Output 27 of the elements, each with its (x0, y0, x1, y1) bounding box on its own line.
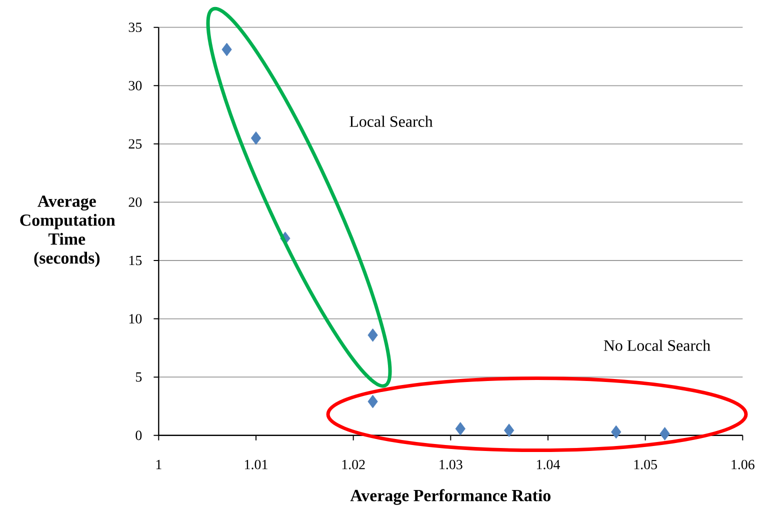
annotation: No Local Search (604, 340, 710, 351)
point (455, 422, 466, 436)
x-tick-label: 1 (156, 460, 162, 469)
y-tick-label: 10 (129, 314, 142, 324)
point (504, 424, 514, 437)
y-tick-label: 20 (128, 197, 142, 207)
y-axis-title: Average Computation Time (seconds) (20, 195, 116, 268)
point (250, 131, 262, 145)
x-tick-label: 1.01 (245, 460, 268, 470)
y-tick-label: 35 (128, 22, 142, 32)
point (368, 328, 378, 342)
x-axis-title: Average Performance Ratio (350, 489, 550, 505)
point (222, 42, 232, 56)
y-tick-label: 30 (128, 80, 142, 90)
point (611, 425, 622, 439)
y-tick-label: 15 (129, 256, 142, 266)
x-tick-label: 1.06 (732, 460, 754, 470)
x-tick-label: 1.02 (342, 460, 365, 470)
annotation: Local Search (350, 116, 433, 127)
point (660, 426, 670, 440)
x-tick-label: 1.04 (537, 460, 560, 470)
y-tick-label: 0 (136, 430, 142, 440)
y-tick-label: 25 (128, 139, 142, 149)
x-tick-label: 1.03 (440, 460, 462, 470)
point (368, 394, 378, 408)
x-tick-label: 1.05 (634, 460, 657, 470)
y-tick-label: 5 (136, 372, 142, 382)
